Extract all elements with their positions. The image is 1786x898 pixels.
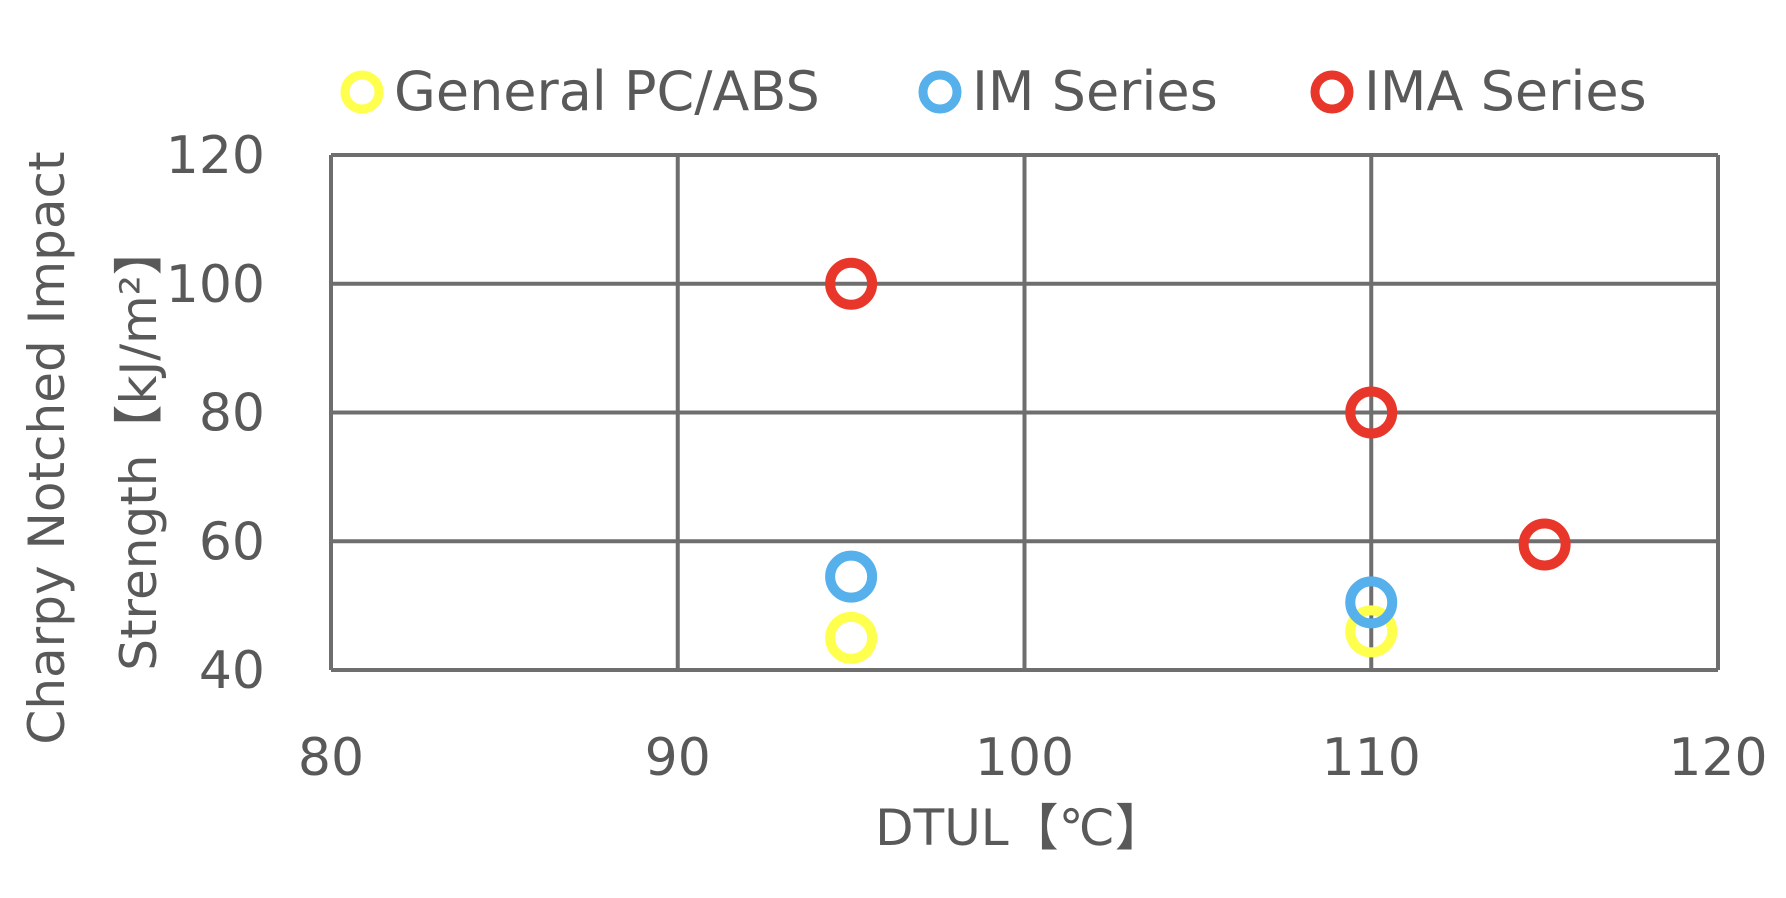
y-axis-label-line-2: Strength【kJ/m²】 — [110, 225, 168, 671]
y-axis-label-line-1: Charpy Notched Impact — [18, 151, 76, 744]
y-tick-label-120: 120 — [166, 126, 265, 186]
marker-series-0-point-0 — [825, 611, 878, 664]
legend-marker-2 — [1310, 70, 1354, 114]
marker-series-2-point-1 — [1345, 386, 1398, 439]
marker-series-1-point-1 — [1345, 576, 1398, 629]
legend: General PC/ABS IM Series IMA Series — [340, 60, 1647, 123]
marker-series-2-point-0 — [825, 257, 878, 310]
legend-marker-0 — [340, 70, 384, 114]
gridlines — [329, 153, 1720, 672]
x-tick-label-120: 120 — [1668, 728, 1767, 788]
y-tick-label-80: 80 — [199, 384, 265, 444]
legend-label-0: General PC/ABS — [394, 60, 820, 123]
marker-series-1-point-0 — [825, 550, 878, 603]
legend-marker-1 — [918, 70, 962, 114]
x-tick-label-110: 110 — [1322, 728, 1421, 788]
y-axis-ticks: 40 60 80 100 120 — [166, 126, 265, 701]
marker-series-0-point-1 — [1345, 605, 1398, 658]
x-axis-ticks: 80 90 100 110 120 — [298, 728, 1768, 788]
y-tick-label-60: 60 — [199, 512, 265, 572]
legend-label-2: IMA Series — [1364, 60, 1647, 123]
x-tick-label-100: 100 — [975, 728, 1074, 788]
y-tick-label-100: 100 — [166, 255, 265, 315]
data-points — [825, 257, 1571, 664]
legend-label-1: IM Series — [972, 60, 1218, 123]
y-tick-label-40: 40 — [199, 641, 265, 701]
x-tick-label-90: 90 — [645, 728, 711, 788]
marker-series-2-point-2 — [1518, 518, 1571, 571]
x-axis-label: DTUL【℃】 — [875, 799, 1165, 857]
x-tick-label-80: 80 — [298, 728, 364, 788]
